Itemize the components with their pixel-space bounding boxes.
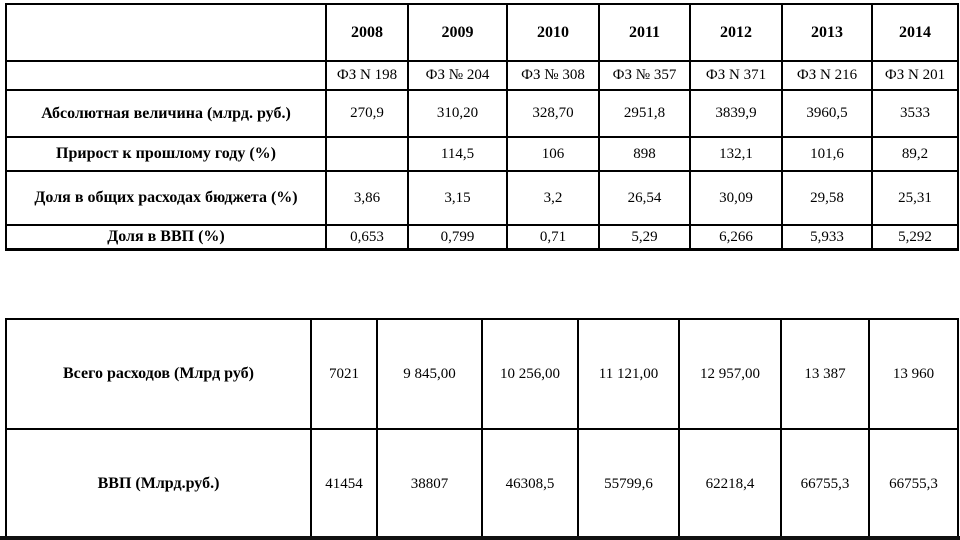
- value-cell: 46308,5: [481, 428, 579, 540]
- value-cell: 38807: [376, 428, 483, 540]
- value-cell: 310,20: [407, 89, 508, 138]
- value-cell: [325, 136, 409, 172]
- value-cell: 25,31: [871, 170, 959, 226]
- bottom-edge-bar: [0, 536, 960, 540]
- value-cell: 66755,3: [780, 428, 870, 540]
- law-cell: ФЗ № 357: [598, 60, 691, 91]
- value-cell: 5,292: [871, 224, 959, 251]
- value-cell: 3960,5: [781, 89, 873, 138]
- value-cell: 2951,8: [598, 89, 691, 138]
- value-cell: 6,266: [689, 224, 783, 251]
- value-cell: 114,5: [407, 136, 508, 172]
- value-cell: 106: [506, 136, 600, 172]
- value-cell: 270,9: [325, 89, 409, 138]
- row-label: Доля в общих расходах бюджета (%): [5, 170, 327, 226]
- year-header: 2009: [407, 3, 508, 62]
- growth-row: Прирост к прошлому году (%) 114,5 106 89…: [5, 136, 959, 172]
- budget-indicators-table: 2008 2009 2010 2011 2012 2013 2014 ФЗ N …: [5, 3, 959, 251]
- value-cell: 55799,6: [577, 428, 680, 540]
- year-header: 2008: [325, 3, 409, 62]
- budget-share-row: Доля в общих расходах бюджета (%) 3,86 3…: [5, 170, 959, 226]
- value-cell: 12 957,00: [678, 318, 782, 430]
- law-cell: ФЗ N 201: [871, 60, 959, 91]
- value-cell: 13 387: [780, 318, 870, 430]
- value-cell: 101,6: [781, 136, 873, 172]
- gdp-share-row: Доля в ВВП (%) 0,653 0,799 0,71 5,29 6,2…: [5, 224, 959, 251]
- value-cell: 10 256,00: [481, 318, 579, 430]
- law-cell: ФЗ N 371: [689, 60, 783, 91]
- law-cell: ФЗ № 308: [506, 60, 600, 91]
- year-header: 2013: [781, 3, 873, 62]
- row-label: Абсолютная величина (млрд. руб.): [5, 89, 327, 138]
- year-header: 2012: [689, 3, 783, 62]
- row-label: Доля в ВВП (%): [5, 224, 327, 251]
- value-cell: 9 845,00: [376, 318, 483, 430]
- value-cell: 7021: [310, 318, 378, 430]
- value-cell: 41454: [310, 428, 378, 540]
- law-cell: ФЗ N 216: [781, 60, 873, 91]
- value-cell: 0,653: [325, 224, 409, 251]
- value-cell: 5,29: [598, 224, 691, 251]
- row-label: Всего расходов (Млрд руб): [5, 318, 312, 430]
- absolute-value-row: Абсолютная величина (млрд. руб.) 270,9 3…: [5, 89, 959, 138]
- value-cell: 132,1: [689, 136, 783, 172]
- value-cell: 3,15: [407, 170, 508, 226]
- federal-law-row: ФЗ N 198 ФЗ № 204 ФЗ № 308 ФЗ № 357 ФЗ N…: [5, 60, 959, 91]
- value-cell: 11 121,00: [577, 318, 680, 430]
- value-cell: 29,58: [781, 170, 873, 226]
- value-cell: 62218,4: [678, 428, 782, 540]
- value-cell: 3533: [871, 89, 959, 138]
- law-cell: ФЗ № 204: [407, 60, 508, 91]
- law-row-empty-cell: [5, 60, 327, 91]
- row-label: Прирост к прошлому году (%): [5, 136, 327, 172]
- totals-table: Всего расходов (Млрд руб) 7021 9 845,00 …: [5, 318, 959, 540]
- value-cell: 66755,3: [868, 428, 959, 540]
- value-cell: 3839,9: [689, 89, 783, 138]
- value-cell: 26,54: [598, 170, 691, 226]
- law-cell: ФЗ N 198: [325, 60, 409, 91]
- value-cell: 328,70: [506, 89, 600, 138]
- row-label: ВВП (Млрд.руб.): [5, 428, 312, 540]
- value-cell: 30,09: [689, 170, 783, 226]
- value-cell: 5,933: [781, 224, 873, 251]
- value-cell: 3,86: [325, 170, 409, 226]
- year-header-row: 2008 2009 2010 2011 2012 2013 2014: [5, 3, 959, 62]
- year-header: 2014: [871, 3, 959, 62]
- value-cell: 3,2: [506, 170, 600, 226]
- value-cell: 89,2: [871, 136, 959, 172]
- year-header: 2010: [506, 3, 600, 62]
- value-cell: 898: [598, 136, 691, 172]
- value-cell: 13 960: [868, 318, 959, 430]
- value-cell: 0,71: [506, 224, 600, 251]
- corner-empty-cell: [5, 3, 327, 62]
- year-header: 2011: [598, 3, 691, 62]
- gdp-row: ВВП (Млрд.руб.) 41454 38807 46308,5 5579…: [5, 428, 959, 540]
- value-cell: 0,799: [407, 224, 508, 251]
- total-expenses-row: Всего расходов (Млрд руб) 7021 9 845,00 …: [5, 318, 959, 430]
